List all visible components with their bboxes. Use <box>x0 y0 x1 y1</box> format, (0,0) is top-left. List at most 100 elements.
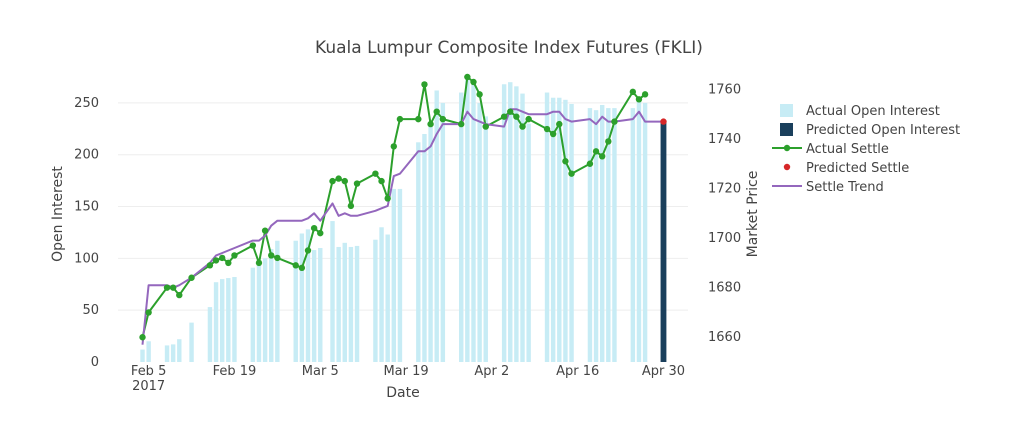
open-interest-bar <box>428 125 433 362</box>
y2-tick-label: 1720 <box>708 182 741 197</box>
actual-settle-point <box>225 259 232 267</box>
open-interest-bar <box>563 99 568 363</box>
legend-swatch <box>780 104 793 117</box>
actual-settle-point <box>427 120 434 128</box>
x-tick-label: Apr 16 <box>556 364 599 379</box>
x-tick-label: Apr 30 <box>642 364 685 379</box>
open-interest-bar <box>299 233 305 362</box>
actual-settle-point <box>592 148 600 155</box>
y-tick-label: 200 <box>74 148 99 163</box>
actual-settle-point <box>292 262 299 269</box>
legend-item: Predicted Settle <box>783 161 909 176</box>
open-interest-bar <box>311 250 317 362</box>
predicted-settle-point <box>660 118 667 125</box>
actual-settle-point <box>218 254 226 262</box>
bars-layer <box>140 80 667 363</box>
actual-settle-point <box>611 118 618 125</box>
legend-item: Actual Open Interest <box>780 104 940 119</box>
predicted-open-interest-bar <box>660 121 667 363</box>
x-tick-label: Mar 5 <box>302 364 339 379</box>
y2-axis-title: Market Price <box>745 171 761 258</box>
open-interest-bar <box>207 307 213 362</box>
open-interest-bar <box>593 110 599 362</box>
open-interest-bar <box>397 188 403 362</box>
actual-settle-point <box>310 224 318 232</box>
open-interest-bar <box>465 80 470 362</box>
actual-settle-point <box>206 262 214 269</box>
open-interest-bar <box>336 246 341 362</box>
actual-settle-point <box>378 177 385 185</box>
y-tick-label: 250 <box>74 96 99 111</box>
y-tick-label: 50 <box>82 303 99 318</box>
open-interest-bar <box>587 108 593 362</box>
actual-settle-point <box>261 227 269 234</box>
legend-swatch-marker <box>783 144 791 152</box>
actual-settle-point <box>145 309 152 316</box>
open-interest-bar <box>440 102 446 362</box>
open-interest-bar <box>630 108 636 362</box>
y2-tick-label: 1760 <box>708 82 741 97</box>
open-interest-bar <box>262 258 268 362</box>
actual-settle-point <box>525 115 532 123</box>
open-interest-bar <box>305 229 311 362</box>
open-interest-bar <box>636 100 642 362</box>
actual-settle-point <box>568 170 575 177</box>
open-interest-bar <box>557 97 562 363</box>
y2-tick-label: 1740 <box>708 132 741 147</box>
open-interest-bar <box>213 282 219 362</box>
y2-tick-label: 1680 <box>708 281 741 296</box>
open-interest-bar <box>330 221 335 362</box>
actual-settle-point <box>421 81 428 88</box>
actual-settle-point <box>163 284 171 291</box>
actual-settle-point <box>255 259 263 267</box>
open-interest-bar <box>164 345 170 362</box>
actual-settle-point <box>415 115 422 123</box>
actual-settle-point <box>335 175 342 182</box>
legend-item: Actual Settle <box>772 142 889 157</box>
actual-settle-point <box>519 123 526 130</box>
actual-settle-point <box>268 252 275 259</box>
y-tick-label: 0 <box>91 355 99 370</box>
actual-settle-point <box>629 88 637 96</box>
actual-settle-point <box>317 229 324 237</box>
open-interest-bar <box>140 349 145 362</box>
open-interest-bar <box>606 108 611 362</box>
open-interest-bar <box>250 267 256 362</box>
actual-settle-point <box>470 78 477 86</box>
actual-settle-point <box>500 113 508 120</box>
actual-settle-point <box>396 115 404 123</box>
open-interest-bar <box>391 188 397 362</box>
settle-trend-line <box>141 108 664 345</box>
actual-settle-point <box>188 274 195 281</box>
x-tick-label: Mar 19 <box>383 364 428 379</box>
open-interest-bar <box>508 82 513 362</box>
y-tick-label: 100 <box>74 251 99 266</box>
actual-settle-point <box>139 334 146 341</box>
open-interest-bar <box>483 116 488 362</box>
open-interest-bar <box>177 339 182 362</box>
actual-settle-point <box>249 242 257 249</box>
x-axis-title: Date <box>386 385 419 401</box>
actual-settle-point <box>353 180 361 187</box>
legend-label: Predicted Settle <box>806 161 909 176</box>
actual-settle-point <box>549 130 557 138</box>
actual-settle-point <box>605 138 612 145</box>
actual-settle-point <box>384 195 391 202</box>
open-interest-bar <box>293 240 298 362</box>
open-interest-bar <box>348 246 354 362</box>
open-interest-bar <box>471 82 476 362</box>
open-interest-bar <box>269 249 274 362</box>
open-interest-bar <box>599 104 605 363</box>
legend-label: Predicted Open Interest <box>806 123 960 138</box>
legend-item: Settle Trend <box>772 180 884 195</box>
y2-tick-label: 1700 <box>708 231 741 246</box>
actual-settle-point <box>513 113 520 120</box>
open-interest-bar <box>642 102 648 362</box>
actual-settle-point <box>562 158 569 165</box>
open-interest-bar <box>544 92 550 362</box>
legend-item: Predicted Open Interest <box>780 123 960 138</box>
open-interest-bar <box>226 278 231 362</box>
actual-settle-point <box>274 254 281 262</box>
open-interest-bar <box>146 341 151 362</box>
